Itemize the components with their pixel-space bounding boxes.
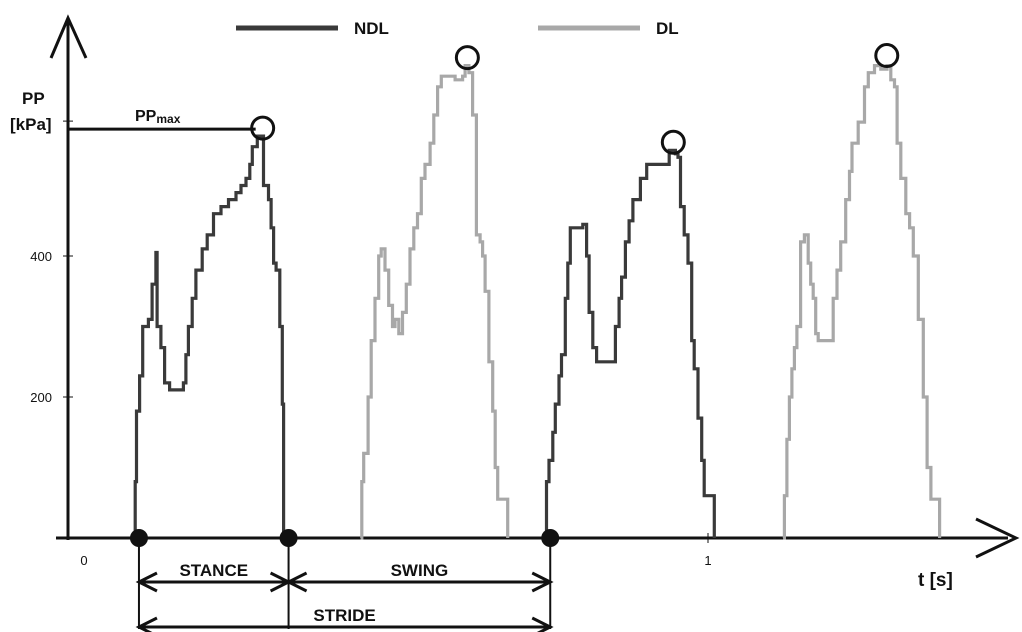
gait-event-dot [541, 529, 560, 547]
series-line-ndl-3 [544, 148, 716, 540]
x-tick-label: 0 [80, 553, 87, 568]
ppmax-label-sub: max [156, 112, 180, 126]
phase-stride-arrowhead-right [531, 616, 554, 632]
y-axis-title: PP [22, 89, 45, 108]
y-tick-label: 200 [30, 390, 52, 405]
y-axis-arrowhead [49, 14, 88, 59]
series-line-dl-2 [360, 63, 510, 540]
peak-marker [250, 115, 276, 141]
phase-label-stride: STRIDE [313, 606, 375, 625]
x-axis-arrowhead [975, 517, 1020, 559]
phase-label-swing: SWING [391, 561, 449, 580]
gait-event-dot [279, 529, 298, 547]
series-line-dl-4 [782, 63, 942, 540]
gait-event-dot [129, 529, 148, 547]
x-tick-label: 1 [704, 553, 711, 568]
series-line-ndl-1 [133, 134, 286, 540]
legend-label-ndl: NDL [354, 19, 389, 38]
y-axis-unit: [kPa] [10, 115, 52, 134]
ppmax-label: PPmax [135, 108, 181, 126]
y-tick-label: 400 [30, 249, 52, 264]
peak-marker [660, 129, 686, 155]
ppmax-label-base: PP [135, 108, 157, 125]
x-axis-title: t [s] [918, 570, 953, 591]
phase-label-stance: STANCE [179, 561, 248, 580]
peak-marker [874, 43, 900, 69]
legend-label-dl: DL [656, 19, 679, 38]
phase-stride-arrowhead-left [135, 616, 158, 632]
peak-marker [454, 45, 480, 71]
